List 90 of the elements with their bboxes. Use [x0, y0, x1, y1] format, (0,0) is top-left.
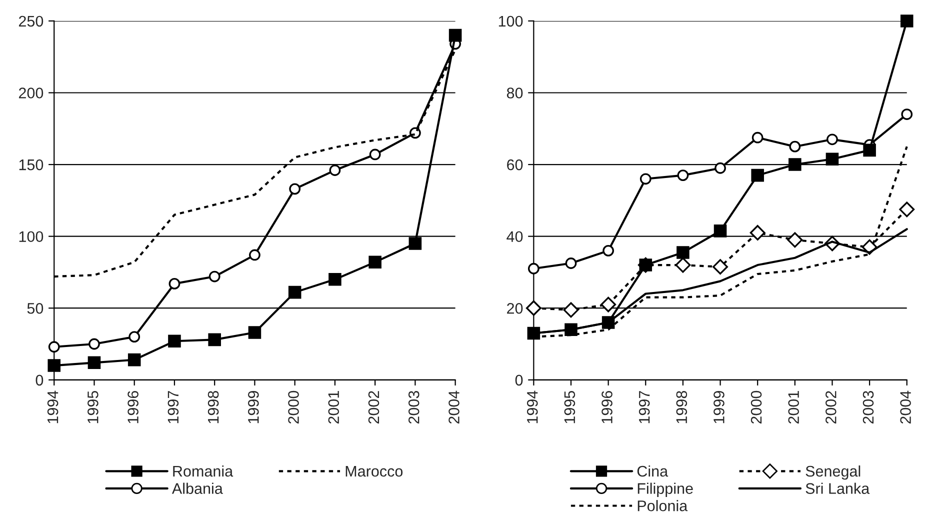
- point: [752, 132, 764, 144]
- y-tick-label: 200: [18, 88, 44, 98]
- point: [675, 257, 691, 273]
- x-tick-label: 1994: [526, 390, 538, 424]
- point: [714, 162, 726, 174]
- point: [602, 244, 614, 256]
- x-tick-label: 2001: [328, 391, 340, 424]
- point: [826, 134, 838, 146]
- point: [528, 262, 540, 274]
- legend-label: Romania: [173, 465, 234, 477]
- point: [208, 270, 220, 282]
- x-tick-label: 1997: [638, 391, 650, 424]
- legend-label: Polonia: [638, 500, 688, 512]
- x-tick-label: 1995: [88, 390, 98, 424]
- point: [563, 302, 579, 318]
- x-tick-label: 1999: [714, 391, 724, 424]
- point: [900, 14, 914, 28]
- point: [369, 148, 381, 160]
- point: [565, 258, 577, 269]
- x-tick-label: 1998: [208, 390, 219, 424]
- x-tick-label: 1996: [128, 390, 138, 424]
- point: [789, 140, 801, 152]
- y-tick-label: 20: [507, 302, 523, 314]
- legend-label: Filippine: [638, 482, 693, 497]
- point: [88, 356, 101, 370]
- y-tick-label: 100: [498, 16, 523, 27]
- point: [600, 296, 616, 312]
- y-tick-label: 60: [507, 159, 523, 170]
- point: [288, 286, 302, 299]
- point: [289, 183, 301, 195]
- point: [88, 338, 100, 350]
- point: [527, 326, 540, 340]
- point: [787, 232, 803, 248]
- y-tick-label: 0: [515, 374, 523, 386]
- x-tick-label: 1996: [602, 390, 612, 424]
- point: [712, 259, 728, 275]
- legend-label: Cina: [637, 465, 668, 477]
- x-tick-label: 1997: [168, 391, 179, 424]
- y-tick-label: 40: [506, 231, 523, 242]
- legend-label: Albania: [172, 482, 223, 494]
- point: [128, 331, 140, 343]
- point: [826, 152, 839, 166]
- legend-label: Marocco: [346, 466, 403, 477]
- point: [788, 158, 802, 171]
- point: [208, 333, 221, 346]
- point: [526, 300, 542, 316]
- y-tick-label: 0: [36, 374, 44, 386]
- x-tick-label: 2000: [288, 390, 299, 424]
- point: [248, 326, 262, 339]
- point: [751, 168, 764, 182]
- point: [128, 353, 141, 366]
- point: [714, 224, 727, 238]
- point: [168, 334, 181, 348]
- point: [48, 359, 61, 372]
- x-tick-label: 1999: [248, 391, 259, 424]
- point: [408, 237, 422, 250]
- x-tick-label: 1995: [564, 390, 576, 424]
- y-tick-label: 150: [19, 159, 44, 170]
- point: [750, 225, 766, 240]
- y-tick-label: 100: [19, 231, 44, 242]
- point: [329, 164, 341, 176]
- point: [676, 246, 690, 259]
- point: [863, 144, 876, 157]
- legend-label: Senegal: [806, 465, 860, 480]
- point: [640, 173, 652, 185]
- point: [328, 273, 342, 286]
- x-tick-label: 2003: [408, 390, 420, 424]
- point: [899, 202, 915, 218]
- point: [677, 170, 689, 181]
- x-tick-label: 2001: [788, 391, 800, 424]
- legend-label: Sri Lanka: [806, 482, 870, 494]
- x-tick-label: 2002: [368, 391, 380, 424]
- point: [602, 316, 615, 329]
- x-tick-label: 1998: [676, 390, 688, 424]
- x-tick-label: 2003: [862, 390, 874, 424]
- x-tick-label: 1994: [47, 390, 58, 424]
- x-tick-label: 2002: [826, 391, 836, 424]
- y-tick-label: 50: [27, 302, 44, 314]
- point: [249, 249, 260, 261]
- point: [368, 256, 382, 269]
- point: [48, 341, 60, 353]
- point: [901, 108, 913, 120]
- y-tick-label: 80: [506, 88, 523, 98]
- x-tick-label: 2000: [750, 390, 762, 424]
- point: [564, 323, 578, 336]
- point: [168, 278, 180, 290]
- y-tick-label: 250: [18, 16, 44, 27]
- x-tick-label: 2004: [900, 390, 911, 424]
- point: [448, 28, 462, 42]
- x-tick-label: 2004: [448, 390, 460, 424]
